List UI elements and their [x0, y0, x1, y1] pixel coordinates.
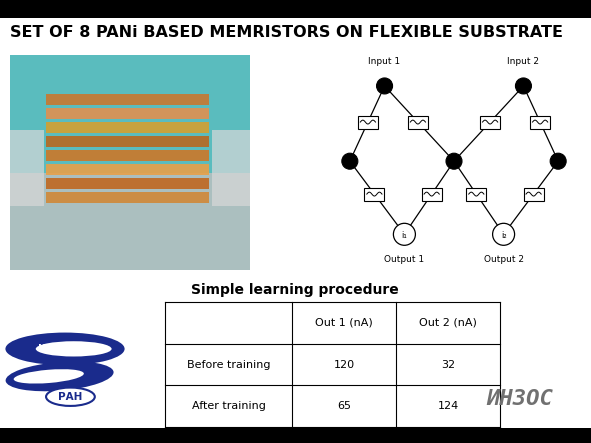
- Circle shape: [550, 153, 566, 169]
- Text: After training: After training: [191, 401, 265, 411]
- Text: Input 2: Input 2: [508, 57, 540, 66]
- Ellipse shape: [5, 333, 125, 365]
- Text: ИНЗОС: ИНЗОС: [486, 389, 554, 409]
- Bar: [10, 130, 44, 206]
- Bar: [530, 116, 550, 128]
- Bar: [46, 150, 209, 161]
- Ellipse shape: [14, 369, 84, 384]
- Text: Input 1: Input 1: [369, 57, 401, 66]
- Bar: [524, 187, 544, 201]
- Bar: [46, 178, 209, 189]
- Circle shape: [515, 78, 531, 94]
- Bar: [46, 191, 209, 203]
- Bar: [212, 130, 250, 206]
- Ellipse shape: [46, 388, 95, 406]
- Text: Output 2: Output 2: [483, 255, 524, 264]
- Bar: [46, 136, 209, 147]
- Bar: [0, 428, 591, 443]
- Ellipse shape: [5, 361, 113, 391]
- Bar: [46, 163, 209, 175]
- Bar: [10, 55, 250, 270]
- Bar: [358, 116, 378, 128]
- Text: 124: 124: [437, 401, 459, 411]
- Bar: [365, 187, 384, 201]
- Circle shape: [376, 78, 392, 94]
- Text: i₂: i₂: [501, 231, 506, 240]
- Text: Output 1: Output 1: [384, 255, 424, 264]
- Text: Simple learning procedure: Simple learning procedure: [191, 283, 399, 297]
- Text: SET OF 8 PANi BASED MEMRISTORS ON FLEXIBLE SUBSTRATE: SET OF 8 PANi BASED MEMRISTORS ON FLEXIB…: [10, 24, 563, 39]
- Text: 32: 32: [441, 360, 455, 369]
- Text: 120: 120: [334, 360, 355, 369]
- Bar: [10, 173, 250, 270]
- Bar: [46, 108, 209, 119]
- Circle shape: [446, 153, 462, 169]
- Bar: [422, 187, 441, 201]
- Text: РАН: РАН: [59, 392, 83, 402]
- Bar: [408, 116, 428, 128]
- Bar: [466, 187, 486, 201]
- Text: Out 2 (nA): Out 2 (nA): [419, 318, 477, 328]
- Text: 65: 65: [337, 401, 351, 411]
- Bar: [0, 0, 591, 18]
- Text: i₁: i₁: [401, 231, 407, 240]
- Bar: [480, 116, 500, 128]
- Bar: [46, 94, 209, 105]
- Text: Before training: Before training: [187, 360, 271, 369]
- Circle shape: [493, 223, 515, 245]
- Bar: [46, 122, 209, 133]
- Circle shape: [394, 223, 415, 245]
- Circle shape: [342, 153, 358, 169]
- Ellipse shape: [35, 341, 112, 357]
- Text: ИПХФ: ИПХФ: [38, 344, 74, 354]
- Text: Out 1 (nA): Out 1 (nA): [316, 318, 373, 328]
